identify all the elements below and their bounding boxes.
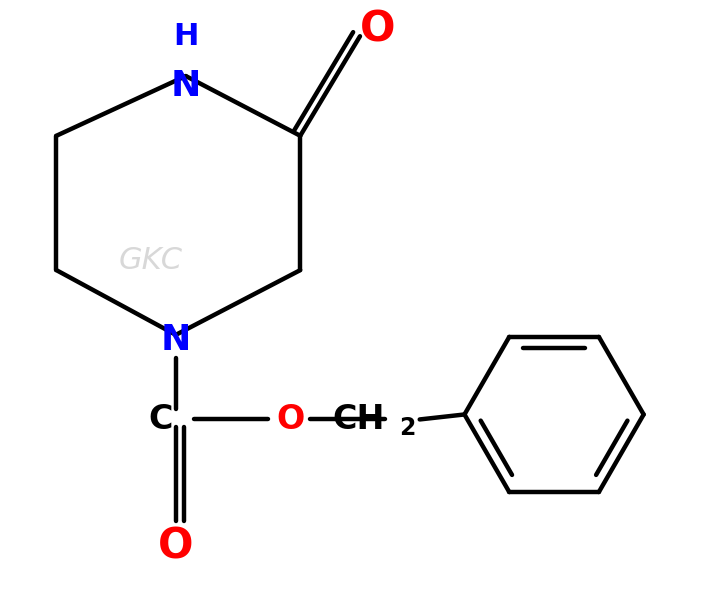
Text: CH: CH (332, 403, 385, 436)
Text: N: N (161, 323, 191, 357)
Text: N: N (171, 69, 201, 103)
Text: O: O (158, 526, 193, 568)
Text: O: O (276, 403, 304, 436)
Text: H: H (173, 22, 198, 51)
Text: C: C (149, 403, 173, 436)
Text: 2: 2 (399, 416, 416, 440)
Text: O: O (360, 8, 396, 50)
Text: GKC: GKC (119, 246, 183, 275)
